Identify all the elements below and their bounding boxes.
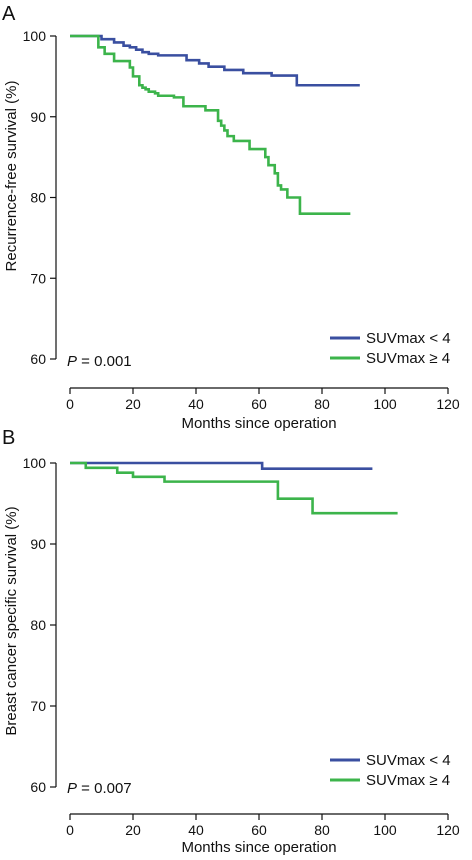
panel-a-p-symbol: P — [67, 353, 77, 370]
panel-a-legend-label-low: SUVmax < 4 — [366, 330, 451, 347]
panel-a-legend-label-high: SUVmax ≥ 4 — [366, 350, 450, 367]
panel-b-y-tick-label: 60 — [30, 779, 46, 795]
panel-a-y-tick-label: 70 — [30, 270, 46, 286]
panel-b-y-tick-label: 100 — [23, 455, 47, 471]
panel-b-x-tick-label: 60 — [251, 822, 267, 838]
panel-a-y-tick-label: 60 — [30, 351, 46, 367]
panel-a-x-tick-label: 120 — [436, 396, 460, 412]
panel-b-y-tick-label: 80 — [30, 617, 46, 633]
panel-a-p-value: P = 0.001 — [67, 353, 132, 370]
panel-b-x-tick-label: 40 — [188, 822, 204, 838]
panel-b-series-high-curve — [70, 461, 398, 515]
panel-b-x-tick-label: 20 — [125, 822, 141, 838]
panel-b-legend: SUVmax < 4 SUVmax ≥ 4 — [330, 752, 451, 789]
panel-a-series-high-curve — [70, 34, 351, 215]
panel-a-series-low-curve — [70, 34, 360, 87]
panel-a-y-tick-label: 90 — [30, 109, 46, 125]
panel-a-x-tick-label: 100 — [373, 396, 397, 412]
panel-a-x-tick-label: 20 — [125, 396, 141, 412]
panel-b-p-symbol: P — [67, 780, 77, 797]
panel-b-y-axis-title: Breast cancer specific survival (%) — [3, 506, 20, 735]
panel-b-y-tick-label: 70 — [30, 698, 46, 714]
panel-b-x-tick-label: 120 — [436, 822, 460, 838]
panel-b-legend-label-high: SUVmax ≥ 4 — [366, 772, 450, 789]
panel-b-p-number: = 0.007 — [77, 780, 132, 797]
panel-a-p-number: = 0.001 — [77, 353, 132, 370]
panel-a-x-tick-label: 80 — [314, 396, 330, 412]
panel-a-legend: SUVmax < 4 SUVmax ≥ 4 — [330, 330, 451, 367]
panel-a-y-tick-label: 100 — [23, 28, 47, 44]
panel-a-x-tick-label: 60 — [251, 396, 267, 412]
panel-b-label: B — [2, 427, 15, 449]
panel-a-label: A — [2, 3, 16, 25]
panel-a-x-tick-label: 40 — [188, 396, 204, 412]
panel-a-x-tick-label: 0 — [66, 396, 74, 412]
panel-b-p-value: P = 0.007 — [67, 780, 132, 797]
panel-a-y-axis-title: Recurrence-free survival (%) — [3, 81, 20, 272]
panel-b-series-low-curve — [70, 461, 373, 470]
panel-b-y-tick-label: 90 — [30, 536, 46, 552]
panel-a-x-axis-title: Months since operation — [181, 415, 336, 432]
panel-a-y-tick-label: 80 — [30, 190, 46, 206]
panel-b-x-tick-label: 80 — [314, 822, 330, 838]
panel-b: B Breast cancer specific survival (%) Mo… — [2, 427, 460, 856]
panel-b-legend-label-low: SUVmax < 4 — [366, 752, 451, 769]
panel-b-x-tick-label: 100 — [373, 822, 397, 838]
panel-b-x-tick-label: 0 — [66, 822, 74, 838]
panel-a: A Recurrence-free survival (%) Months si… — [2, 3, 460, 432]
panel-b-x-axis-title: Months since operation — [181, 839, 336, 856]
